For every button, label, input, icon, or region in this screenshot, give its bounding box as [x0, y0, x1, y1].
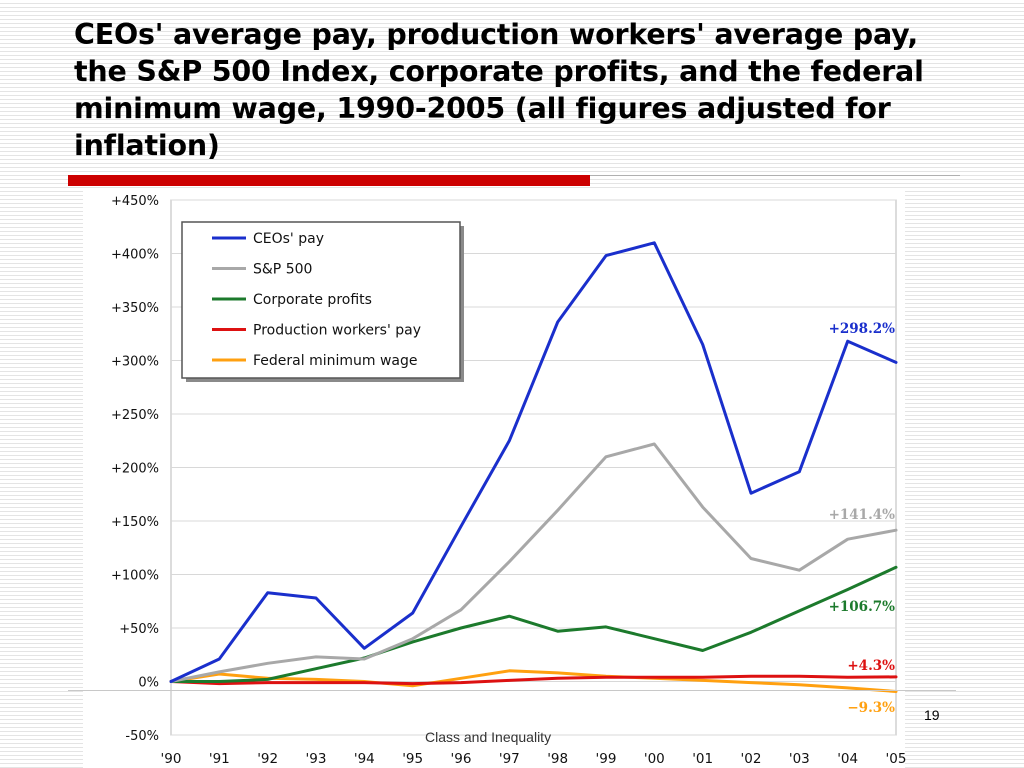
series-line: [169, 241, 898, 683]
legend-label: Corporate profits: [253, 292, 372, 308]
legend-label: Federal minimum wage: [253, 353, 418, 369]
y-tick-label: +150%: [111, 515, 159, 530]
y-tick-label: +200%: [111, 462, 159, 477]
title-underline-red: [68, 175, 590, 186]
y-tick-label: +50%: [119, 622, 159, 637]
page-number: 19: [924, 707, 940, 723]
legend-label: S&P 500: [253, 262, 312, 278]
legend-label: Production workers' pay: [253, 323, 421, 339]
slide-title: CEOs' average pay, production workers' a…: [74, 18, 924, 162]
series-line: [169, 669, 898, 693]
y-tick-label: +250%: [111, 408, 159, 423]
x-tick-label: '91: [209, 751, 230, 767]
x-tick-label: '03: [789, 751, 810, 767]
x-tick-label: '04: [837, 751, 858, 767]
y-tick-label: +100%: [111, 569, 159, 584]
x-tick-label: '90: [161, 751, 182, 767]
x-tick-label: '05: [886, 751, 907, 767]
y-tick-label: +300%: [111, 355, 159, 370]
y-tick-label: 0%: [138, 676, 159, 691]
footer-text: Class and Inequality: [425, 729, 552, 745]
series-line: [169, 674, 898, 686]
y-tick-label: +400%: [111, 248, 159, 263]
x-tick-label: '94: [354, 751, 375, 767]
series-line: [169, 442, 898, 683]
x-tick-label: '00: [644, 751, 665, 767]
x-tick-label: '97: [499, 751, 520, 767]
x-tick-label: '01: [692, 751, 713, 767]
footer-divider: [68, 690, 956, 691]
y-tick-label: -50%: [125, 729, 159, 744]
x-tick-label: '96: [451, 751, 472, 767]
y-tick-label: +450%: [111, 194, 159, 209]
end-value-label: +298.2%: [829, 321, 896, 337]
legend-label: CEOs' pay: [253, 231, 324, 247]
title-underline-gray: [590, 175, 960, 176]
end-value-label: +4.3%: [847, 658, 895, 674]
end-value-label: −9.3%: [847, 700, 895, 716]
end-value-label: +106.7%: [829, 599, 896, 615]
series-line: [169, 565, 898, 683]
x-tick-label: '02: [741, 751, 762, 767]
x-tick-label: '95: [402, 751, 423, 767]
end-value-label: +141.4%: [829, 507, 896, 523]
x-tick-label: '92: [257, 751, 278, 767]
x-tick-label: '98: [547, 751, 568, 767]
y-tick-label: +350%: [111, 301, 159, 316]
x-tick-label: '99: [596, 751, 617, 767]
x-tick-label: '93: [306, 751, 327, 767]
